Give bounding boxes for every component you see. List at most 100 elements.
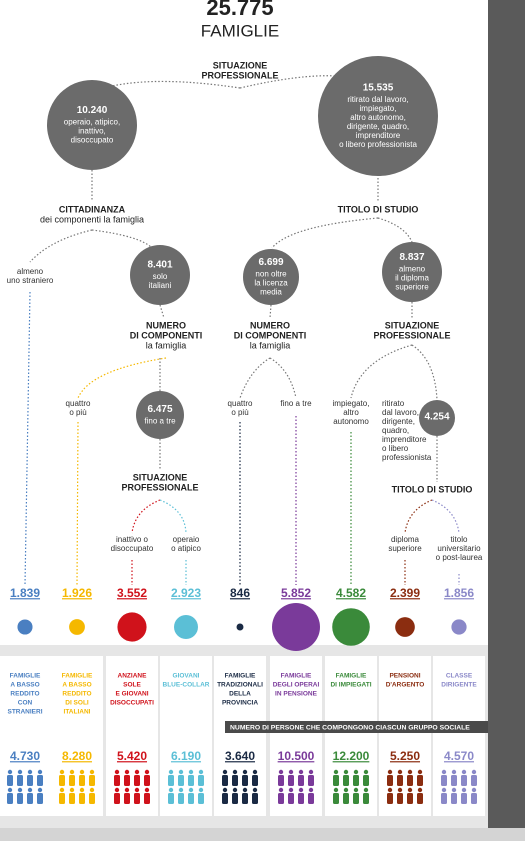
person-head <box>59 769 65 775</box>
persons-title-bar <box>225 721 488 733</box>
person-head <box>343 787 349 793</box>
node-text: disoccupato <box>71 136 114 145</box>
branch-label: imprenditore <box>382 435 427 444</box>
group-box <box>0 656 51 816</box>
person-head <box>134 787 140 793</box>
person-head <box>114 769 120 775</box>
node-value: 4.254 <box>424 412 449 423</box>
branch-label: quattro <box>228 399 253 408</box>
group-box <box>379 656 431 816</box>
person-body <box>17 775 23 786</box>
group-dot <box>117 612 147 642</box>
person-body <box>79 775 85 786</box>
connector <box>269 304 272 319</box>
total: 25.775 <box>206 0 273 20</box>
person-head <box>124 769 130 775</box>
group-dot <box>395 617 415 637</box>
persons-title: NUMERO DI PERSONE CHE COMPONGONO CIASCUN… <box>230 724 470 731</box>
branch-label: titolo <box>451 535 468 544</box>
group-box <box>325 656 377 816</box>
person-body <box>242 775 248 786</box>
node-text: non oltre <box>255 270 287 279</box>
connector <box>271 217 379 249</box>
connector <box>239 357 271 399</box>
node-circle <box>47 80 137 170</box>
person-head <box>17 769 23 775</box>
heading: DI COMPONENTI <box>130 330 203 340</box>
node-text: operaio, atipico, <box>64 118 120 127</box>
person-head <box>168 787 174 793</box>
person-head <box>198 787 204 793</box>
branch-label: uno straniero <box>7 276 54 285</box>
group-name: DI IMPIEGATI <box>330 682 371 689</box>
branch-label: o atipico <box>171 544 201 553</box>
branch-label: autonomo <box>333 417 369 426</box>
heading-sub: dei componenti la famiglia <box>40 214 144 224</box>
person-head <box>308 787 314 793</box>
branch-label: altro <box>343 408 359 417</box>
persons-value: 6.190 <box>171 749 201 763</box>
node-text: ritirato dal lavoro, <box>347 95 408 104</box>
group-box <box>270 656 322 816</box>
person-body <box>278 775 284 786</box>
connector <box>91 229 153 249</box>
person-body <box>252 793 258 804</box>
person-body <box>363 793 369 804</box>
person-head <box>461 769 467 775</box>
person-head <box>144 769 150 775</box>
person-body <box>222 793 228 804</box>
person-head <box>397 787 403 793</box>
person-head <box>353 769 359 775</box>
person-head <box>298 769 304 775</box>
connector <box>411 344 438 401</box>
person-head <box>37 787 43 793</box>
group-name: TRADIZIONALI <box>217 682 263 689</box>
person-head <box>79 787 85 793</box>
person-body <box>69 775 75 786</box>
persons-value: 4.730 <box>10 749 40 763</box>
connector <box>431 499 460 534</box>
person-body <box>89 775 95 786</box>
group-name: REDDITO <box>10 691 39 698</box>
branch-label: o più <box>69 408 86 417</box>
person-body <box>114 793 120 804</box>
bottom-strip <box>0 828 525 841</box>
person-head <box>37 769 43 775</box>
connector <box>350 344 413 399</box>
heading-sub: la famiglia <box>146 340 187 350</box>
branch-label: fino a tre <box>280 399 312 408</box>
persons-value: 8.280 <box>62 749 92 763</box>
person-head <box>252 787 258 793</box>
branch-label: diploma <box>391 535 420 544</box>
person-body <box>308 793 314 804</box>
person-body <box>471 775 477 786</box>
group-box <box>51 656 103 816</box>
person-body <box>343 793 349 804</box>
group-name: CLASSE <box>446 673 473 680</box>
person-body <box>17 793 23 804</box>
person-body <box>451 793 457 804</box>
person-body <box>144 775 150 786</box>
node-circle <box>419 400 455 436</box>
group-value: 5.852 <box>281 586 311 600</box>
person-body <box>461 793 467 804</box>
group-dot <box>451 619 467 635</box>
person-body <box>198 793 204 804</box>
persons-value: 5.250 <box>390 749 420 763</box>
node-text: altro autonomo, <box>350 113 406 122</box>
group-name: DEGLI OPERAI <box>273 682 320 689</box>
person-body <box>298 775 304 786</box>
group-name: D'ARGENTO <box>386 682 425 689</box>
heading: SITUAZIONE <box>133 472 188 482</box>
person-body <box>461 775 467 786</box>
person-head <box>471 787 477 793</box>
node-value: 6.475 <box>147 404 172 415</box>
group-name: DIRIGENTE <box>441 682 477 689</box>
person-head <box>343 769 349 775</box>
node-value: 8.837 <box>399 252 424 263</box>
person-body <box>168 775 174 786</box>
persons-value: 4.570 <box>444 749 474 763</box>
connector <box>269 357 297 399</box>
person-body <box>278 793 284 804</box>
group-name: PROVINCIA <box>222 700 258 707</box>
